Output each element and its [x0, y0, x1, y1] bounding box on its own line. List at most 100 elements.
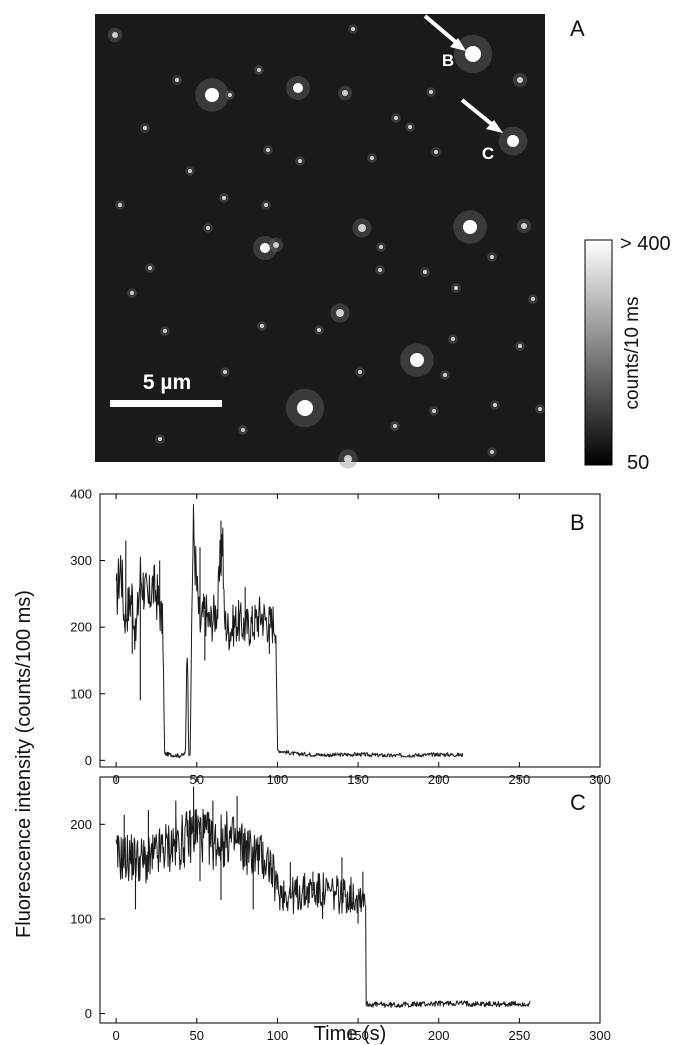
x-tick-label: 150 — [347, 1028, 369, 1043]
panel-b-label: B — [570, 510, 585, 535]
spot — [410, 353, 424, 367]
spot — [260, 324, 264, 328]
spot — [206, 226, 210, 230]
spot — [490, 255, 494, 259]
spot — [317, 328, 321, 332]
spot — [423, 270, 427, 274]
y-tick-label: 0 — [85, 1006, 92, 1021]
panel-b-frame — [99, 493, 601, 768]
scale-bar — [110, 400, 222, 407]
spot — [143, 126, 147, 130]
y-tick-label: 0 — [85, 753, 92, 768]
spot — [531, 297, 535, 301]
panel-b-axes: 0501001502002503000100200300400 — [70, 487, 611, 788]
panel-a-label: A — [570, 16, 585, 41]
spot — [370, 156, 374, 160]
spot — [344, 455, 352, 463]
intensity-trace — [115, 808, 531, 1009]
spot — [130, 291, 134, 295]
spot — [451, 337, 455, 341]
spot — [429, 90, 433, 94]
y-tick-label: 100 — [70, 911, 92, 926]
spot — [298, 159, 302, 163]
arrow-marker-b — [423, 14, 466, 51]
y-tick-label: 300 — [70, 553, 92, 568]
x-axis-label: Time (s) — [314, 1023, 387, 1045]
spot — [454, 286, 458, 290]
spot — [228, 93, 232, 97]
x-tick-label: 0 — [113, 1028, 120, 1043]
spot — [260, 243, 270, 253]
spot — [393, 424, 397, 428]
x-tick-label: 50 — [190, 1028, 204, 1043]
spot — [507, 135, 519, 147]
spot — [336, 309, 344, 317]
spot — [241, 428, 245, 432]
spot — [432, 409, 436, 413]
spot — [408, 125, 412, 129]
y-tick-label: 400 — [70, 487, 92, 502]
spot — [463, 220, 477, 234]
colorbar-min-label: 50 — [627, 452, 649, 474]
spot — [351, 27, 355, 31]
spot — [493, 403, 497, 407]
shared-y-axis-label: Fluorescence intensity (counts/100 ms) — [13, 590, 35, 938]
spot — [222, 196, 226, 200]
spot — [158, 437, 162, 441]
micrograph-image — [95, 14, 545, 462]
spot — [297, 400, 313, 416]
intensity-trace — [115, 503, 464, 758]
spot — [490, 450, 494, 454]
colorbar-max-label: > 400 — [620, 233, 671, 255]
panel-c-frame — [99, 776, 601, 1024]
panel-b-trace — [115, 503, 464, 758]
spot — [257, 68, 261, 72]
panel-c-axes: 0 50 100 150 200 250 300 0 100 200 — [70, 777, 611, 1043]
spot — [112, 32, 118, 38]
spot — [443, 373, 447, 377]
panel-a: B C 5 µm A > 400 50 counts/10 ms — [95, 14, 671, 474]
spot — [378, 268, 382, 272]
panel-c-trace — [115, 786, 531, 1009]
x-tick-label: 300 — [589, 1028, 611, 1043]
spot — [394, 116, 398, 120]
y-tick-label: 200 — [70, 817, 92, 832]
y-tick-label: 200 — [70, 620, 92, 635]
spot — [118, 203, 122, 207]
arrow-marker-c — [460, 98, 503, 133]
colorbar — [584, 239, 613, 466]
spot — [358, 224, 366, 232]
x-tick-label: 100 — [267, 1028, 289, 1043]
spot — [517, 77, 523, 83]
scale-bar-label: 5 µm — [143, 371, 191, 394]
spot — [266, 148, 270, 152]
spot — [521, 223, 527, 229]
spot — [434, 150, 438, 154]
spot — [163, 329, 167, 333]
spot — [465, 46, 481, 62]
colorbar-unit-label: counts/10 ms — [622, 297, 643, 410]
marker-b-label: B — [442, 51, 454, 70]
marker-c-label: C — [482, 144, 494, 163]
spot — [358, 370, 362, 374]
panel-b-chart: 0501001502002503000100200300400 B — [70, 487, 611, 788]
spot — [205, 88, 219, 102]
spot — [264, 203, 268, 207]
spot — [273, 242, 279, 248]
x-tick-label: 250 — [509, 1028, 531, 1043]
fluorescent-spots — [107, 24, 545, 469]
spot — [538, 407, 542, 411]
spot — [293, 83, 303, 93]
spot — [342, 90, 348, 96]
spot — [518, 344, 522, 348]
panel-c-chart: 0 50 100 150 200 250 300 0 100 200 C — [70, 776, 611, 1043]
panel-c-label: C — [570, 790, 586, 815]
spot — [175, 78, 179, 82]
spot — [379, 245, 383, 249]
spot — [148, 266, 152, 270]
x-tick-label: 200 — [428, 1028, 450, 1043]
y-tick-label: 100 — [70, 686, 92, 701]
spot — [188, 169, 192, 173]
spot — [223, 370, 227, 374]
